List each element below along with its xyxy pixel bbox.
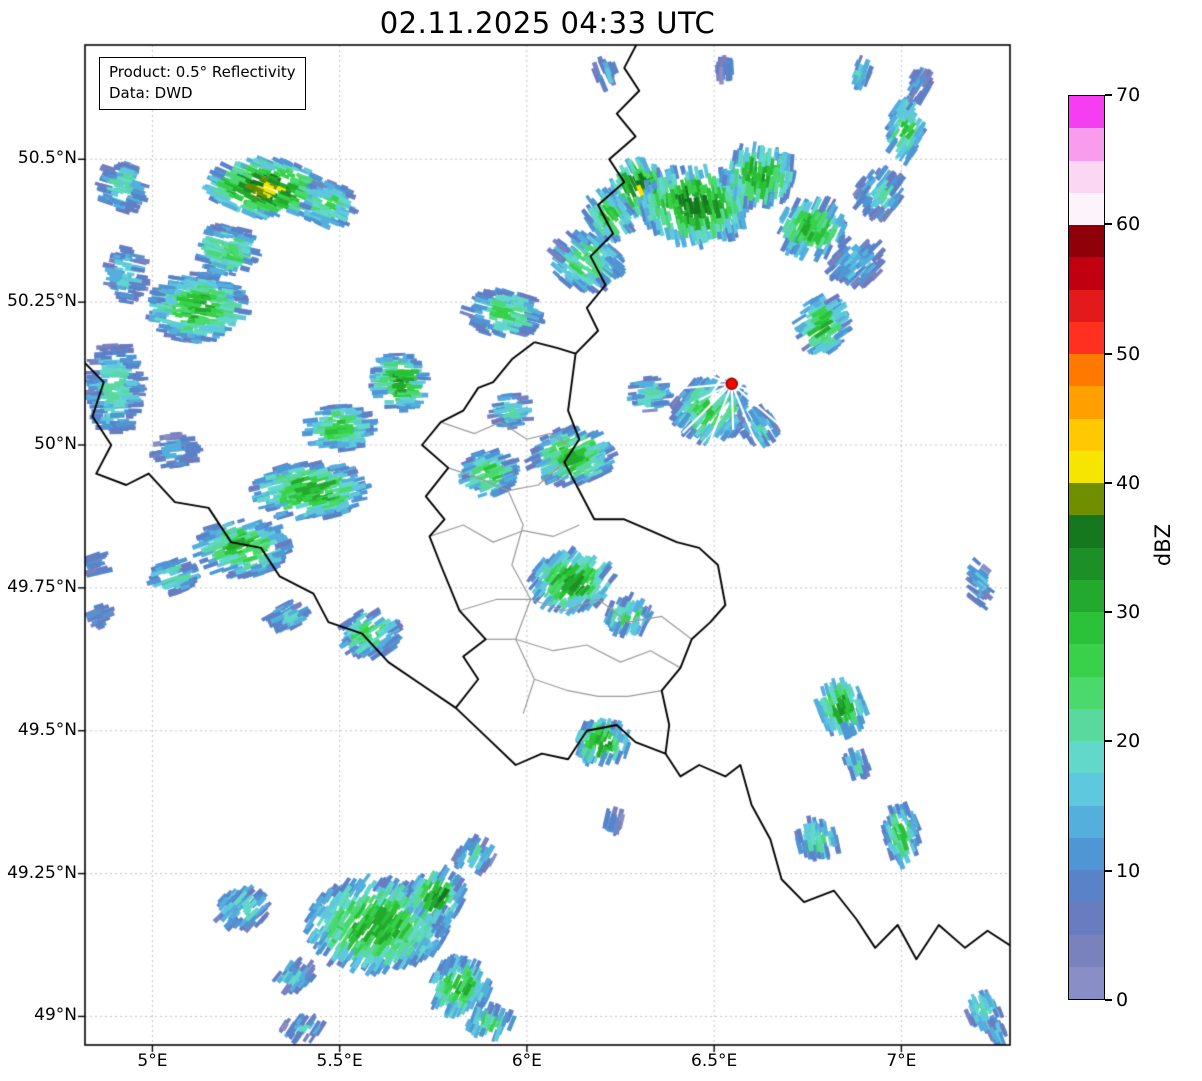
colorbar-segment [1069,96,1104,129]
colorbar-segment [1069,676,1104,709]
x-tick-label: 7°E [886,1051,917,1071]
colorbar-segment [1069,450,1104,483]
colorbar-segment [1069,612,1104,645]
y-tick-label: 50°N [34,434,77,454]
y-tick-label: 49°N [34,1005,77,1026]
product-info-line: Product: 0.5° Reflectivity [109,63,296,81]
colorbar-segment [1069,386,1104,419]
colorbar-tick [1105,740,1112,743]
colorbar-segment [1069,644,1104,677]
colorbar-segment [1069,225,1104,258]
colorbar-tick-label: 30 [1116,601,1141,624]
colorbar-tick-label: 20 [1116,730,1141,753]
colorbar-segment [1069,418,1104,451]
y-tick-label: 50.25°N [7,291,77,312]
x-tick-label: 6°E [511,1051,542,1071]
colorbar-segment [1069,741,1104,774]
colorbar-tick-label: 50 [1116,342,1141,365]
colorbar-segment [1069,547,1104,580]
colorbar-tick-label: 0 [1116,989,1129,1011]
colorbar-tick [1105,999,1112,1001]
colorbar-segment [1069,160,1104,193]
colorbar-tick-label: 60 [1116,213,1141,236]
colorbar-segment [1069,192,1104,225]
colorbar-tick [1105,223,1112,226]
colorbar-segment [1069,708,1104,741]
x-tick-label: 5°E [137,1051,168,1071]
colorbar-segment [1069,902,1104,935]
colorbar-tick-label: 40 [1116,471,1141,494]
colorbar-segment [1069,128,1104,161]
colorbar-tick [1105,352,1112,355]
colorbar-tick [1105,869,1112,872]
colorbar-segment [1069,289,1104,322]
colorbar-segment [1069,483,1104,516]
product-info-box: Product: 0.5° Reflectivity Data: DWD [99,57,306,110]
colorbar-segment [1069,515,1104,548]
colorbar-segment [1069,966,1104,999]
colorbar-segment [1069,805,1104,838]
colorbar-segment [1069,579,1104,612]
y-tick-label: 49.75°N [7,576,77,597]
colorbar-segment [1069,354,1104,387]
colorbar-segment [1069,870,1104,903]
colorbar-segment [1069,257,1104,290]
colorbar-segment [1069,773,1104,806]
colorbar-tick [1105,481,1112,484]
data-source-line: Data: DWD [109,84,193,102]
colorbar-tick [1105,94,1112,96]
colorbar-tick-label: 70 [1116,84,1141,106]
colorbar-segment [1069,321,1104,354]
y-tick-label: 50.5°N [17,148,77,169]
x-tick-label: 5.5°E [316,1051,363,1071]
colorbar-unit-label: dBZ [1151,523,1175,567]
y-tick-label: 49.5°N [17,719,77,740]
colorbar-segment [1069,934,1104,967]
colorbar-segment [1069,837,1104,870]
colorbar-tick [1105,611,1112,614]
x-tick-label: 6.5°E [691,1051,738,1071]
y-tick-label: 49.25°N [7,862,77,883]
colorbar-tick-label: 10 [1116,859,1141,882]
reflectivity-colorbar [1068,95,1105,1000]
